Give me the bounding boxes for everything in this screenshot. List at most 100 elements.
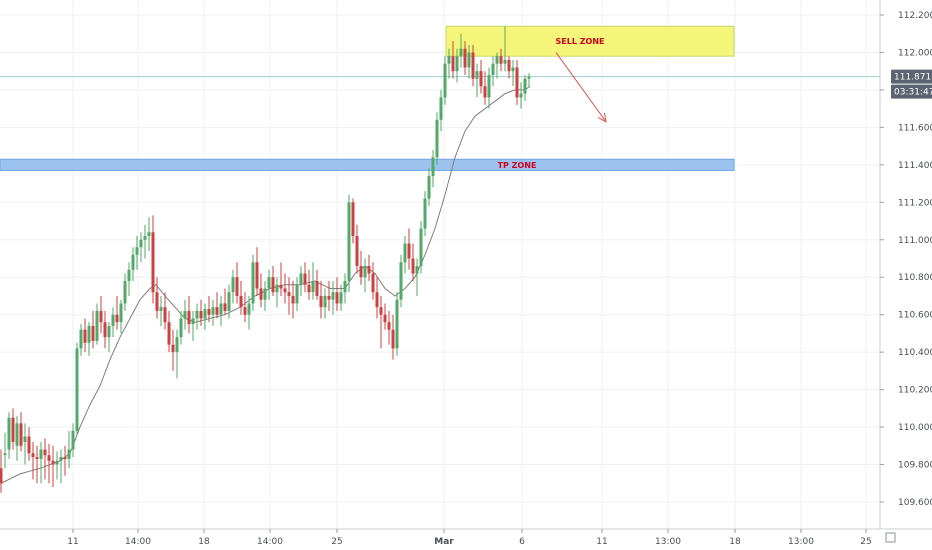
candle[interactable] xyxy=(95,303,99,345)
candle[interactable] xyxy=(491,56,495,87)
candle[interactable] xyxy=(71,423,75,458)
candle[interactable] xyxy=(135,236,139,270)
candle[interactable] xyxy=(479,59,483,94)
candle[interactable] xyxy=(99,295,103,334)
candle[interactable] xyxy=(363,258,367,293)
candle[interactable] xyxy=(107,322,111,353)
candle[interactable] xyxy=(199,299,203,326)
candle[interactable] xyxy=(23,423,27,465)
candle[interactable] xyxy=(427,168,431,207)
candle[interactable] xyxy=(259,273,263,308)
candle[interactable] xyxy=(147,217,151,252)
candle[interactable] xyxy=(183,299,187,330)
candle[interactable] xyxy=(239,280,243,315)
candle[interactable] xyxy=(411,243,415,281)
candle[interactable] xyxy=(523,74,527,102)
candle[interactable] xyxy=(403,236,407,274)
candle[interactable] xyxy=(423,191,427,237)
candle[interactable] xyxy=(235,262,239,304)
candle[interactable] xyxy=(435,112,439,165)
candle[interactable] xyxy=(155,277,159,319)
candle[interactable] xyxy=(75,342,79,435)
candle[interactable] xyxy=(59,449,63,484)
candle[interactable] xyxy=(11,408,15,450)
last-price-tag[interactable]: 111.871 03:31:47 xyxy=(891,69,932,99)
candle[interactable] xyxy=(131,247,135,281)
candle[interactable] xyxy=(151,215,155,304)
candle[interactable] xyxy=(167,310,171,353)
candle[interactable] xyxy=(159,295,163,326)
candle[interactable] xyxy=(247,295,251,330)
candle[interactable] xyxy=(215,292,219,319)
candle[interactable] xyxy=(315,269,319,300)
candle[interactable] xyxy=(375,277,379,319)
candle[interactable] xyxy=(115,295,119,330)
candle[interactable] xyxy=(351,198,355,244)
candle[interactable] xyxy=(63,445,67,476)
candle[interactable] xyxy=(291,280,295,319)
candle[interactable] xyxy=(463,41,467,75)
candle[interactable] xyxy=(503,26,507,72)
candle[interactable] xyxy=(243,292,247,323)
candle[interactable] xyxy=(255,247,259,296)
candle[interactable] xyxy=(67,430,71,469)
candle[interactable] xyxy=(339,284,343,311)
candle[interactable] xyxy=(127,262,131,296)
candle[interactable] xyxy=(295,277,299,311)
candle[interactable] xyxy=(395,292,399,356)
tp-zone-box[interactable] xyxy=(0,158,735,171)
candle[interactable] xyxy=(211,299,215,326)
candle[interactable] xyxy=(0,449,3,493)
candle[interactable] xyxy=(307,269,311,300)
candle[interactable] xyxy=(231,269,235,304)
time-axis[interactable]: 11 14:00 18 14:00 25 Mar 6 11 13:00 18 13:00 25 xyxy=(0,528,932,547)
candle[interactable] xyxy=(103,310,107,349)
candle[interactable] xyxy=(39,442,43,484)
candle[interactable] xyxy=(519,82,523,109)
candle[interactable] xyxy=(263,280,267,311)
candle[interactable] xyxy=(507,56,511,79)
candle[interactable] xyxy=(327,280,331,311)
candle[interactable] xyxy=(471,44,475,87)
candle[interactable] xyxy=(311,262,315,300)
candles[interactable] xyxy=(0,26,531,493)
candle[interactable] xyxy=(207,295,211,323)
candle[interactable] xyxy=(511,59,515,87)
candle[interactable] xyxy=(399,254,403,308)
candle[interactable] xyxy=(447,48,451,79)
candle[interactable] xyxy=(515,59,519,105)
candle[interactable] xyxy=(499,48,503,72)
candle[interactable] xyxy=(475,63,479,98)
candle[interactable] xyxy=(495,52,499,79)
candle[interactable] xyxy=(415,258,419,296)
candle[interactable] xyxy=(335,277,339,311)
candle[interactable] xyxy=(87,322,91,356)
candle[interactable] xyxy=(355,224,359,274)
candle[interactable] xyxy=(47,443,51,484)
candle[interactable] xyxy=(459,33,463,68)
candle[interactable] xyxy=(367,254,371,281)
candle[interactable] xyxy=(299,265,303,296)
settings-icon[interactable] xyxy=(885,532,896,543)
candle[interactable] xyxy=(35,445,39,484)
candle[interactable] xyxy=(287,277,291,315)
candle[interactable] xyxy=(419,221,423,274)
candle[interactable] xyxy=(391,314,395,360)
candle[interactable] xyxy=(27,427,31,461)
candle[interactable] xyxy=(455,48,459,83)
candle[interactable] xyxy=(187,295,191,334)
candle[interactable] xyxy=(123,273,127,311)
candle[interactable] xyxy=(323,288,327,319)
candle[interactable] xyxy=(527,73,531,87)
candle[interactable] xyxy=(179,310,183,345)
candle[interactable] xyxy=(451,41,455,79)
candle[interactable] xyxy=(487,67,491,109)
candle[interactable] xyxy=(163,292,167,330)
candle[interactable] xyxy=(191,310,195,341)
candle[interactable] xyxy=(343,273,347,304)
candle[interactable] xyxy=(347,194,351,293)
candle[interactable] xyxy=(251,254,255,311)
candle[interactable] xyxy=(275,277,279,308)
candle[interactable] xyxy=(43,438,47,480)
